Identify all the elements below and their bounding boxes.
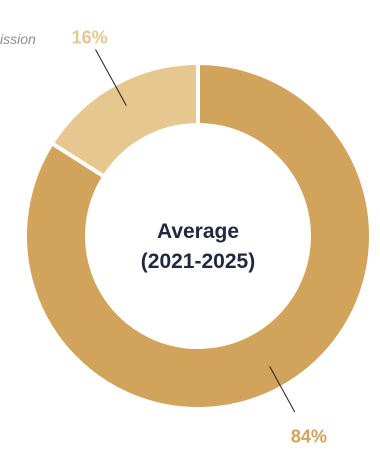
donut-slice [49, 61, 200, 179]
slice-labels: 84% 16% [72, 28, 327, 447]
donut-slice [23, 61, 373, 411]
center-label-line1: Average [157, 220, 239, 243]
leader-line [269, 366, 296, 413]
slice-percent-label: 16% [72, 28, 108, 48]
leader-line [95, 49, 127, 106]
slice-percent-label: 84% [291, 426, 327, 446]
leader-lines [95, 49, 296, 413]
donut-slices [23, 61, 373, 411]
chart-subtitle-fragment: ission [0, 31, 36, 47]
center-label-line2: (2021-2025) [141, 250, 255, 273]
